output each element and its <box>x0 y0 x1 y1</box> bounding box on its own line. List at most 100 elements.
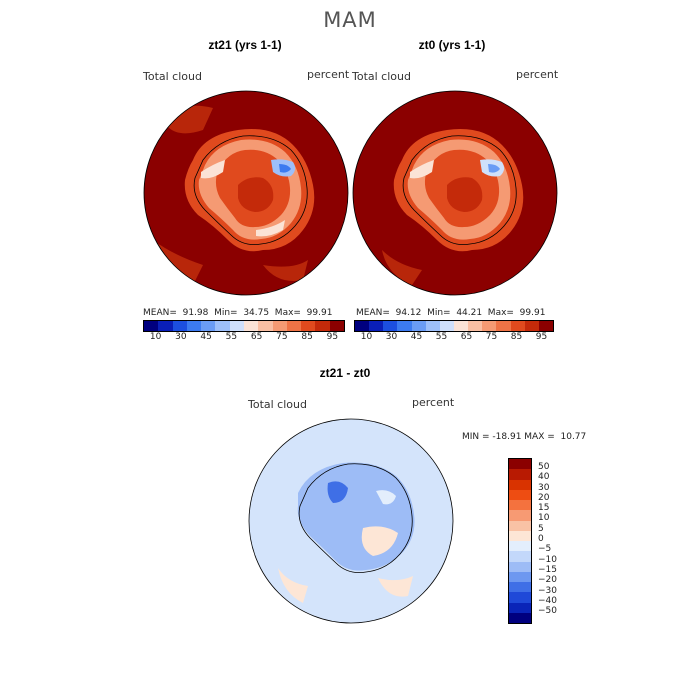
diff-stats: MIN = -18.91 MAX = 10.77 <box>462 432 587 442</box>
colorbar-tick-label: −40 <box>538 595 557 606</box>
colorbar-swatch <box>439 321 454 331</box>
colorbar-swatch <box>509 571 531 582</box>
colorbar-swatch <box>229 321 244 331</box>
colorbar-tick-label: −5 <box>538 544 552 555</box>
colorbar-swatch <box>201 321 216 331</box>
colorbar-tick-label: 10 <box>149 332 162 342</box>
colorbar-swatch <box>453 321 469 331</box>
colorbar-diff <box>508 458 532 624</box>
colorbar-tick-label: 30 <box>538 482 550 493</box>
colorbar-swatch <box>315 321 330 331</box>
colorbar-swatch <box>215 321 230 331</box>
colorbar-tick-label: 5 <box>538 523 544 534</box>
diff-map <box>248 418 454 624</box>
colorbar-swatch <box>510 321 525 331</box>
colorbar-tick-label: 55 <box>435 332 448 342</box>
colorbar-swatch <box>158 321 173 331</box>
panel1-variable: Total cloud <box>143 70 202 83</box>
colorbar-swatch <box>425 321 440 331</box>
colorbar-tick-label: 30 <box>385 332 398 342</box>
colorbar-swatch <box>144 321 159 331</box>
colorbar-tick-label: −50 <box>538 606 557 617</box>
colorbar-tick-label: 50 <box>538 462 550 472</box>
colorbar-swatch <box>509 530 531 541</box>
colorbar-swatch <box>383 321 398 331</box>
colorbar-tick-label: 85 <box>510 332 523 342</box>
colorbar-swatch <box>186 321 202 331</box>
colorbar-tick-label: 65 <box>460 332 473 342</box>
colorbar-swatch <box>258 321 273 331</box>
colorbar-swatch <box>509 612 531 623</box>
colorbar-swatch <box>509 489 531 500</box>
colorbar-swatch <box>243 321 259 331</box>
colorbar-diff-swatches <box>508 458 532 624</box>
colorbar-tick-label: 30 <box>175 332 187 342</box>
colorbar-tick-label: 55 <box>225 332 238 342</box>
panel2-title: zt0 (yrs 1-1) <box>418 38 486 52</box>
colorbar-tick-label: 15 <box>538 503 550 514</box>
colorbar-swatch <box>509 520 531 531</box>
colorbar-swatch <box>524 321 539 331</box>
panel2-units: percent <box>516 68 559 81</box>
panel1-stats: MEAN= 91.98 Min= 34.75 Max= 99.91 <box>143 308 333 318</box>
colorbar-tick-label: 95 <box>535 332 548 342</box>
colorbar-swatch <box>509 592 531 603</box>
colorbar-tick-label: 85 <box>301 332 313 342</box>
colorbar-swatch <box>509 500 531 511</box>
colorbar-swatch <box>509 551 531 562</box>
diff-title: zt21 - zt0 <box>319 366 371 380</box>
colorbar-swatch <box>509 469 531 480</box>
colorbar-swatch <box>496 321 511 331</box>
colorbar-swatch <box>397 321 412 331</box>
colorbar-swatch <box>538 321 553 331</box>
colorbar-swatch <box>355 321 370 331</box>
colorbar-swatch <box>329 321 344 331</box>
colorbar-swatch <box>286 321 302 331</box>
colorbar-tick-label: 20 <box>538 492 550 503</box>
colorbar-diff-ticks: 50 40 30 20 15 10 5 0 −5 −10 −15 −20 −30 −40 −50 <box>538 462 557 616</box>
colorbar-right: 10 30 45 55 65 75 85 95 <box>354 320 554 342</box>
colorbar-left: 10 30 45 55 65 75 85 95 <box>143 320 345 342</box>
panel1-title: zt21 (yrs 1-1) <box>208 38 282 52</box>
colorbar-tick-label: 0 <box>538 534 544 545</box>
colorbar-ticks: 10 30 45 55 65 75 85 95 <box>143 332 345 342</box>
diff-units: percent <box>412 396 455 409</box>
colorbar-swatch <box>509 541 531 552</box>
colorbar-swatch <box>509 479 531 490</box>
colorbar-tick-label: −20 <box>538 575 557 586</box>
colorbar-swatch <box>509 602 531 613</box>
diff-variable: Total cloud <box>248 398 307 411</box>
colorbar-swatch <box>272 321 287 331</box>
colorbar-tick-label: −30 <box>538 585 557 596</box>
colorbar-swatch <box>509 582 531 593</box>
colorbar-tick-label: 45 <box>200 332 212 342</box>
panel2-stats: MEAN= 94.12 Min= 44.21 Max= 99.91 <box>356 308 546 318</box>
colorbar-swatch <box>411 321 426 331</box>
figure-title: MAM <box>323 8 377 32</box>
colorbar-tick-label: −10 <box>538 554 557 565</box>
colorbar-swatch <box>509 510 531 521</box>
colorbar-swatch <box>369 321 384 331</box>
colorbar-swatch <box>482 321 497 331</box>
colorbar-swatch <box>509 561 531 572</box>
colorbar-tick-label: 10 <box>538 513 550 524</box>
colorbar-swatches <box>143 320 345 332</box>
colorbar-swatch <box>509 459 531 470</box>
colorbar-swatches <box>354 320 554 332</box>
colorbar-tick-label: 75 <box>485 332 498 342</box>
colorbar-tick-label: 10 <box>360 332 373 342</box>
colorbar-tick-label: 95 <box>326 332 339 342</box>
colorbar-ticks: 10 30 45 55 65 75 85 95 <box>354 332 554 342</box>
panel2-map <box>352 90 558 296</box>
colorbar-tick-label: −15 <box>538 564 557 575</box>
colorbar-tick-label: 65 <box>250 332 263 342</box>
panel2-variable: Total cloud <box>352 70 411 83</box>
panel1-map <box>143 90 349 296</box>
colorbar-swatch <box>301 321 316 331</box>
colorbar-tick-label: 40 <box>538 472 550 483</box>
colorbar-tick-label: 45 <box>410 332 423 342</box>
panel1-units: percent <box>307 68 350 81</box>
colorbar-swatch <box>468 321 483 331</box>
colorbar-swatch <box>172 321 187 331</box>
colorbar-tick-label: 75 <box>276 332 288 342</box>
